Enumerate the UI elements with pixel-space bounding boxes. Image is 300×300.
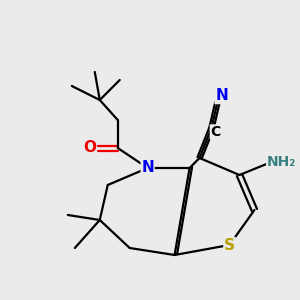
Text: C: C — [210, 125, 220, 139]
Text: N: N — [141, 160, 154, 175]
Text: NH₂: NH₂ — [267, 155, 296, 169]
Text: O: O — [83, 140, 96, 155]
Text: N: N — [215, 88, 228, 104]
Text: S: S — [224, 238, 235, 253]
